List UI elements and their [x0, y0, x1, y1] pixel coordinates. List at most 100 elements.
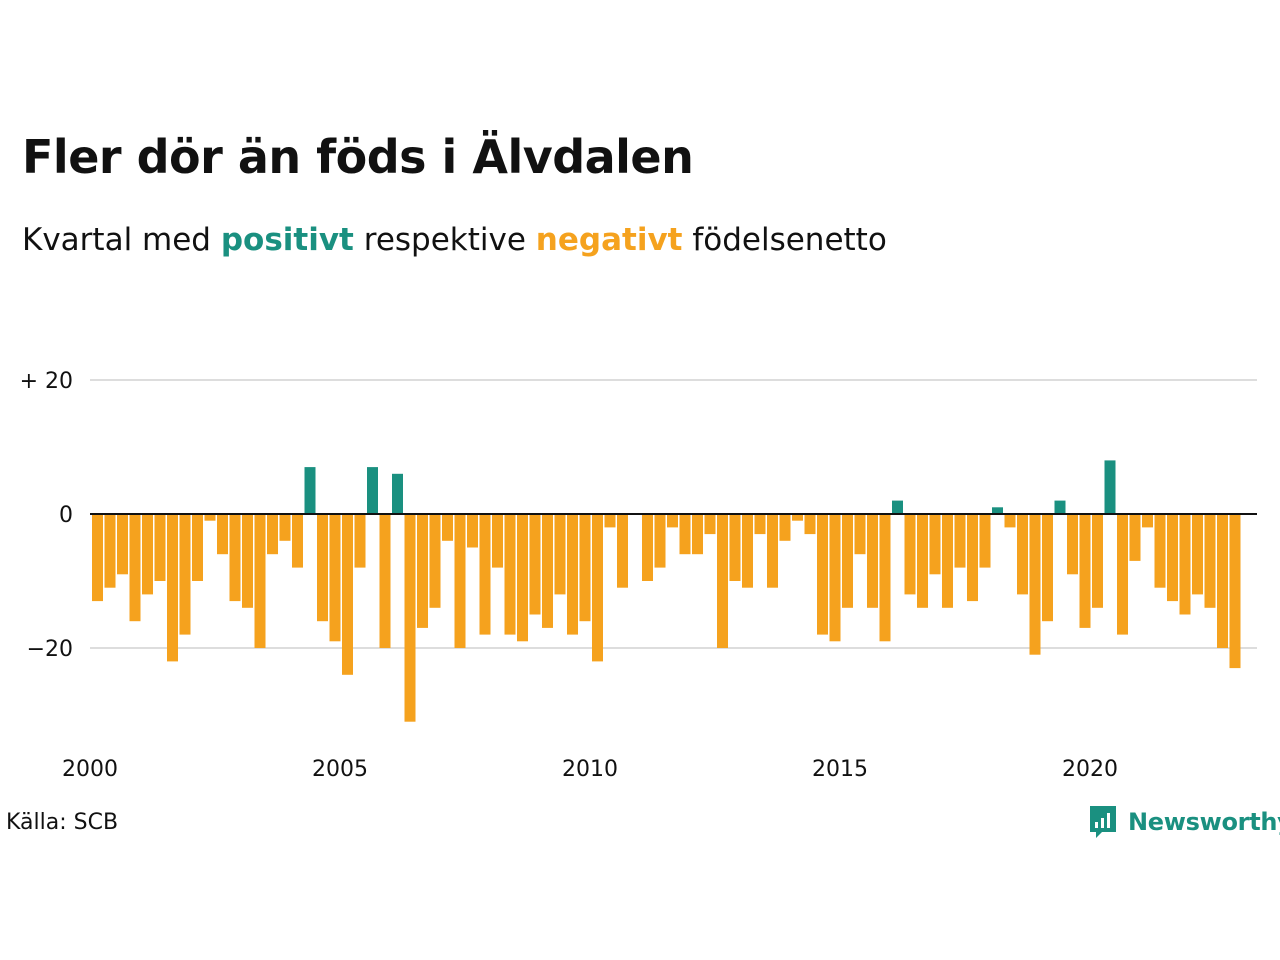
- bar: [1154, 514, 1166, 588]
- bar: [767, 514, 778, 588]
- bar: [492, 514, 503, 568]
- bar: [1104, 460, 1116, 514]
- bar: [317, 514, 328, 622]
- bar: [592, 514, 603, 662]
- bar: [117, 514, 128, 575]
- bar: [417, 514, 428, 628]
- bar: [842, 514, 853, 608]
- bar: [667, 514, 678, 528]
- gridlines: [90, 379, 1257, 649]
- bar: [254, 514, 266, 648]
- bar: [542, 514, 553, 628]
- bar: [954, 514, 966, 568]
- bar: [167, 514, 178, 662]
- bar: [92, 514, 103, 602]
- subtitle-prefix: Kvartal med: [22, 222, 211, 258]
- bar: [179, 514, 191, 635]
- bars: [92, 460, 1241, 722]
- bar: [779, 514, 791, 541]
- bar: [504, 514, 516, 635]
- bar: [1179, 514, 1191, 615]
- x-tick-label: 2000: [62, 757, 118, 782]
- bar: [242, 514, 253, 608]
- bar: [354, 514, 366, 568]
- bar: [442, 514, 453, 541]
- subtitle-suffix: födelsenetto: [692, 222, 887, 258]
- bar: [892, 500, 903, 514]
- bar: [379, 514, 391, 648]
- subtitle-positive-label: positivt: [220, 222, 354, 258]
- y-tick-label: −20: [27, 637, 73, 662]
- bar: [1129, 514, 1141, 561]
- x-tick-label: 2015: [812, 757, 868, 782]
- bar: [729, 514, 741, 581]
- bar: [654, 514, 666, 568]
- bar: [617, 514, 628, 588]
- bar: [1117, 514, 1128, 635]
- bar: [1079, 514, 1091, 628]
- bar: [917, 514, 928, 608]
- bar-chart: + 20 0 −20 2000 2005 2010 2015 2020: [20, 369, 1257, 782]
- source-note: Källa: SCB: [6, 810, 119, 835]
- bar: [942, 514, 953, 608]
- bar: [1004, 514, 1016, 528]
- bar: [529, 514, 541, 615]
- bar: [129, 514, 141, 622]
- bar: [1142, 514, 1153, 528]
- newsworthy-logo: Newsworthy: [1088, 804, 1280, 840]
- bar: [304, 467, 316, 514]
- bar: [1054, 500, 1066, 514]
- bar: [229, 514, 241, 602]
- bar: [192, 514, 203, 581]
- bar: [754, 514, 766, 535]
- bar: [679, 514, 691, 555]
- x-tick-label: 2010: [562, 757, 618, 782]
- bar: [142, 514, 153, 595]
- y-axis-labels: + 20 0 −20: [20, 369, 73, 662]
- bar: [1067, 514, 1078, 575]
- bar: [329, 514, 341, 642]
- y-tick-label: + 20: [20, 369, 73, 394]
- bar: [279, 514, 291, 541]
- bar: [1029, 514, 1041, 655]
- bar: [967, 514, 978, 602]
- bar: [804, 514, 816, 535]
- bar: [554, 514, 566, 595]
- bar: [1217, 514, 1228, 648]
- bar: [204, 514, 216, 521]
- bar: [879, 514, 891, 642]
- bar: [104, 514, 116, 588]
- bar: [1167, 514, 1178, 602]
- bar: [692, 514, 703, 555]
- bar: [517, 514, 528, 642]
- bar: [792, 514, 803, 521]
- bar: [1017, 514, 1028, 595]
- bar: [454, 514, 466, 648]
- x-axis-labels: 2000 2005 2010 2015 2020: [62, 757, 1118, 782]
- bar: [404, 514, 416, 722]
- bar: [929, 514, 941, 575]
- bar: [392, 473, 403, 514]
- bar: [604, 514, 616, 528]
- newsworthy-logo-icon: [1090, 806, 1116, 838]
- bar: [979, 514, 991, 568]
- bar: [292, 514, 303, 568]
- bar: [1192, 514, 1203, 595]
- bar: [717, 514, 728, 648]
- bar: [992, 507, 1003, 514]
- bar: [367, 467, 378, 514]
- bar: [267, 514, 278, 555]
- bar: [342, 514, 353, 675]
- bar: [429, 514, 441, 608]
- brand-name: Newsworthy: [1128, 808, 1280, 836]
- chart-subtitle: Kvartal med positivt respektive negativt…: [22, 220, 887, 260]
- bar: [1092, 514, 1103, 608]
- bar: [479, 514, 491, 635]
- bar: [854, 514, 866, 555]
- bar: [567, 514, 578, 635]
- bar: [642, 514, 653, 581]
- bar: [154, 514, 166, 581]
- bar: [1204, 514, 1216, 608]
- bar: [704, 514, 716, 535]
- bar: [579, 514, 591, 622]
